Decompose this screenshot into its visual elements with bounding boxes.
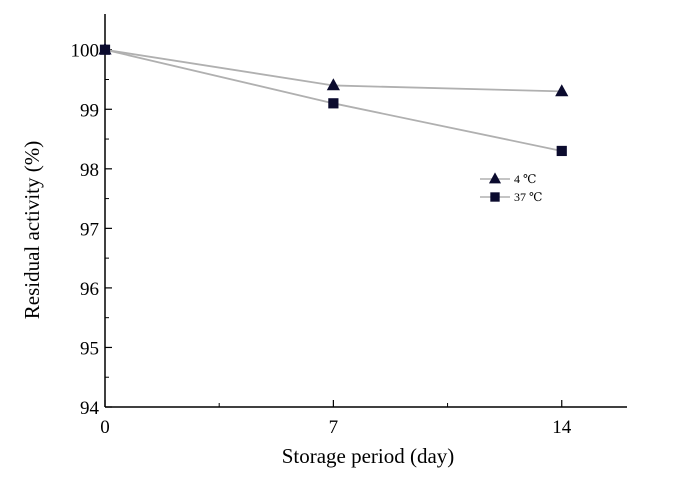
data-point-series-2: [328, 98, 339, 109]
legend-marker: [490, 192, 500, 202]
y-tick-label: 94: [80, 398, 100, 419]
data-point-series-1: [555, 84, 569, 97]
x-tick-label: 14: [552, 417, 572, 438]
data-point-series-2: [99, 44, 111, 55]
x-tick-label: 7: [329, 417, 339, 438]
y-tick-label: 95: [80, 338, 99, 359]
data-point-series-1: [326, 78, 340, 91]
legend-marker: [488, 172, 502, 184]
y-tick-label: 96: [80, 279, 99, 300]
y-tick-label: 98: [80, 160, 99, 181]
axes: [104, 14, 627, 408]
y-tick-label: 100: [71, 41, 100, 62]
x-tick-label: 0: [100, 417, 110, 438]
legend-label: 4 ℃: [514, 172, 536, 186]
y-tick-label: 97: [80, 219, 99, 240]
x-axis-ticks: 0 7 14: [100, 400, 572, 438]
series-points: [98, 42, 569, 157]
legend-label: 37 ℃: [514, 190, 542, 204]
y-tick-label: 99: [80, 100, 99, 121]
y-axis-ticks: 94 95 96 97 98 99 100: [71, 41, 112, 419]
legend: 4 ℃ 37 ℃: [480, 172, 542, 204]
x-axis-label: Storage period (day): [282, 444, 455, 468]
y-axis-label: Residual activity (%): [20, 141, 44, 319]
data-point-series-2: [556, 145, 567, 157]
